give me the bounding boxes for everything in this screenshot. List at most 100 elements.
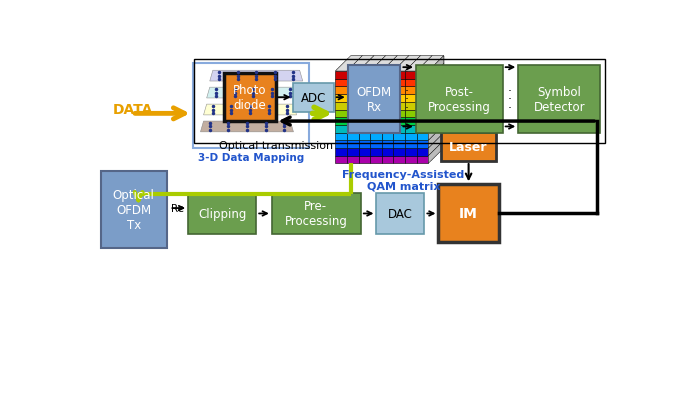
FancyBboxPatch shape (430, 143, 442, 151)
FancyBboxPatch shape (425, 72, 436, 80)
FancyBboxPatch shape (415, 116, 427, 123)
FancyBboxPatch shape (409, 57, 421, 64)
FancyBboxPatch shape (374, 57, 386, 64)
FancyBboxPatch shape (366, 126, 378, 133)
FancyBboxPatch shape (376, 135, 388, 143)
FancyBboxPatch shape (390, 149, 401, 157)
FancyBboxPatch shape (428, 60, 440, 68)
FancyBboxPatch shape (364, 112, 376, 120)
FancyBboxPatch shape (401, 133, 413, 141)
Text: ·: · (405, 93, 409, 106)
FancyBboxPatch shape (397, 110, 409, 118)
FancyBboxPatch shape (370, 76, 382, 83)
Text: DATA: DATA (113, 102, 153, 116)
FancyBboxPatch shape (418, 74, 430, 81)
FancyBboxPatch shape (416, 118, 428, 126)
FancyBboxPatch shape (416, 149, 428, 157)
FancyBboxPatch shape (351, 118, 362, 126)
FancyBboxPatch shape (415, 131, 427, 139)
FancyBboxPatch shape (407, 97, 418, 104)
FancyBboxPatch shape (425, 87, 436, 95)
FancyBboxPatch shape (428, 129, 440, 137)
FancyBboxPatch shape (390, 72, 401, 80)
FancyBboxPatch shape (359, 87, 370, 95)
FancyBboxPatch shape (370, 60, 382, 68)
FancyBboxPatch shape (360, 147, 372, 154)
FancyBboxPatch shape (386, 57, 397, 64)
FancyBboxPatch shape (351, 152, 362, 160)
FancyBboxPatch shape (413, 87, 425, 95)
FancyBboxPatch shape (339, 137, 351, 145)
FancyBboxPatch shape (355, 87, 366, 95)
FancyBboxPatch shape (370, 68, 382, 76)
FancyBboxPatch shape (364, 143, 376, 151)
FancyBboxPatch shape (407, 78, 418, 85)
FancyBboxPatch shape (425, 126, 436, 133)
FancyBboxPatch shape (395, 101, 407, 108)
FancyBboxPatch shape (355, 149, 366, 157)
Polygon shape (405, 57, 432, 72)
FancyBboxPatch shape (418, 104, 430, 112)
FancyBboxPatch shape (394, 133, 405, 141)
FancyBboxPatch shape (383, 116, 395, 123)
FancyBboxPatch shape (397, 133, 409, 141)
FancyBboxPatch shape (366, 95, 378, 102)
FancyBboxPatch shape (392, 62, 403, 70)
FancyBboxPatch shape (372, 104, 383, 112)
FancyBboxPatch shape (383, 81, 395, 89)
FancyBboxPatch shape (380, 108, 392, 116)
FancyBboxPatch shape (347, 60, 359, 68)
FancyBboxPatch shape (418, 135, 430, 143)
Text: Optical transmission: Optical transmission (219, 140, 333, 150)
FancyBboxPatch shape (347, 99, 359, 107)
FancyBboxPatch shape (409, 133, 421, 141)
FancyBboxPatch shape (360, 58, 372, 66)
FancyBboxPatch shape (405, 91, 416, 99)
FancyBboxPatch shape (366, 133, 378, 141)
FancyBboxPatch shape (351, 122, 362, 129)
FancyBboxPatch shape (360, 120, 372, 128)
FancyBboxPatch shape (392, 139, 403, 147)
FancyBboxPatch shape (372, 154, 383, 162)
FancyBboxPatch shape (407, 131, 418, 139)
FancyBboxPatch shape (378, 72, 390, 80)
Polygon shape (416, 57, 444, 72)
FancyBboxPatch shape (376, 128, 388, 135)
FancyBboxPatch shape (378, 64, 390, 72)
FancyBboxPatch shape (382, 145, 394, 152)
Text: Re: Re (171, 204, 184, 214)
FancyBboxPatch shape (372, 108, 383, 116)
FancyBboxPatch shape (440, 133, 497, 162)
FancyBboxPatch shape (380, 101, 392, 108)
FancyBboxPatch shape (427, 108, 438, 116)
FancyBboxPatch shape (343, 80, 355, 87)
FancyBboxPatch shape (339, 114, 351, 122)
FancyBboxPatch shape (349, 58, 360, 66)
FancyBboxPatch shape (427, 139, 438, 147)
FancyBboxPatch shape (335, 102, 347, 110)
FancyBboxPatch shape (394, 102, 405, 110)
FancyBboxPatch shape (430, 74, 442, 81)
FancyBboxPatch shape (349, 101, 360, 108)
FancyBboxPatch shape (360, 112, 372, 120)
FancyBboxPatch shape (423, 66, 434, 74)
FancyBboxPatch shape (394, 126, 405, 133)
FancyBboxPatch shape (403, 101, 415, 108)
FancyBboxPatch shape (351, 102, 362, 110)
FancyBboxPatch shape (403, 70, 415, 78)
FancyBboxPatch shape (359, 149, 370, 157)
FancyBboxPatch shape (374, 80, 386, 87)
FancyBboxPatch shape (370, 110, 382, 118)
FancyBboxPatch shape (372, 97, 383, 104)
FancyBboxPatch shape (403, 123, 415, 131)
FancyBboxPatch shape (418, 131, 430, 139)
FancyBboxPatch shape (411, 128, 423, 135)
FancyBboxPatch shape (368, 85, 380, 93)
FancyBboxPatch shape (347, 141, 359, 149)
FancyBboxPatch shape (382, 114, 394, 122)
FancyBboxPatch shape (390, 141, 401, 149)
FancyBboxPatch shape (376, 81, 388, 89)
FancyBboxPatch shape (364, 81, 376, 89)
FancyBboxPatch shape (368, 116, 380, 123)
FancyBboxPatch shape (360, 123, 372, 131)
